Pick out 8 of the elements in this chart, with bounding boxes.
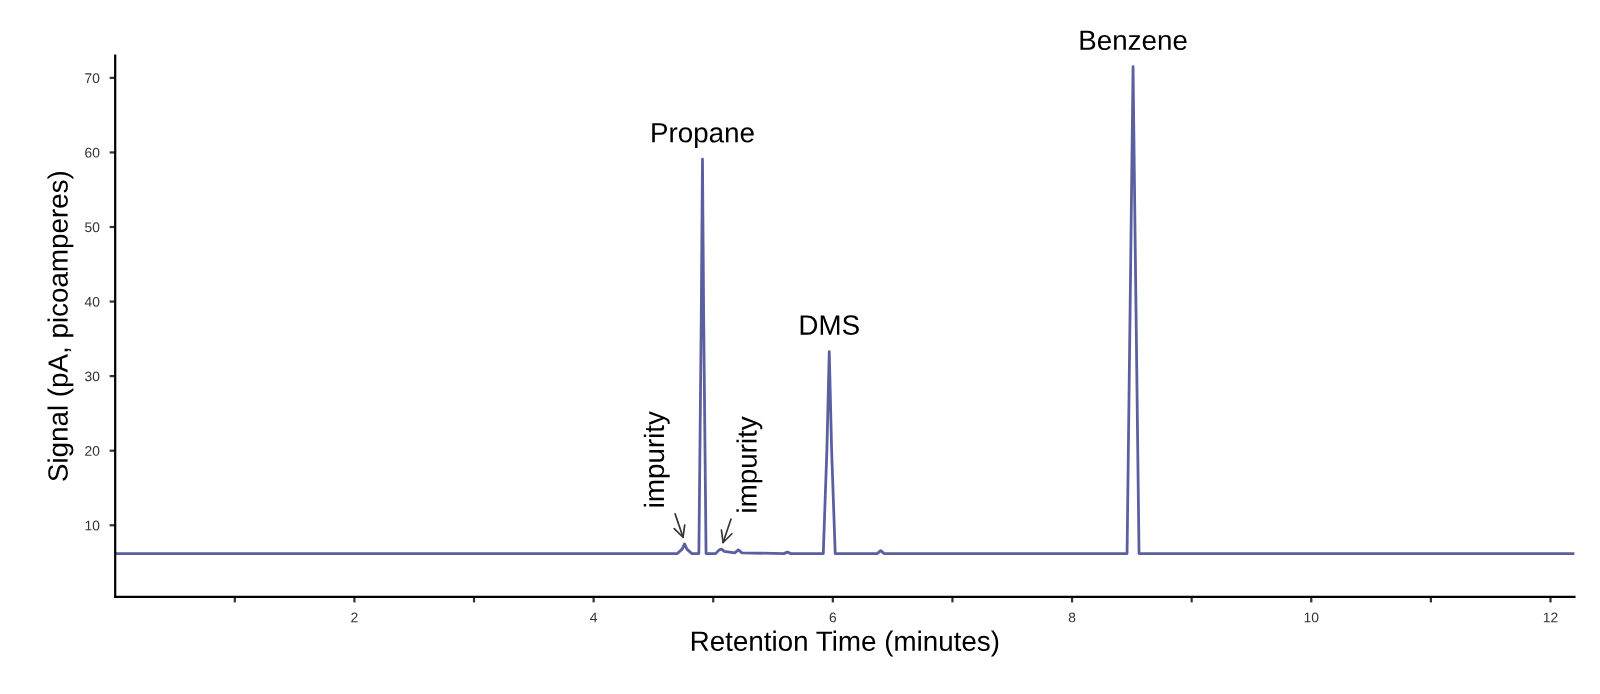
annotation: Propane <box>652 123 754 149</box>
annotation: impurity <box>643 411 670 507</box>
annotation: impurity <box>736 416 763 512</box>
y-axis-title: Signal (pA, picoamperes) <box>47 171 74 481</box>
annotation: DMS <box>800 315 859 335</box>
x-axis-title: Retention Time (minutes) <box>691 630 999 657</box>
annotation: Benzene <box>1080 30 1187 51</box>
line-series <box>115 65 1575 555</box>
